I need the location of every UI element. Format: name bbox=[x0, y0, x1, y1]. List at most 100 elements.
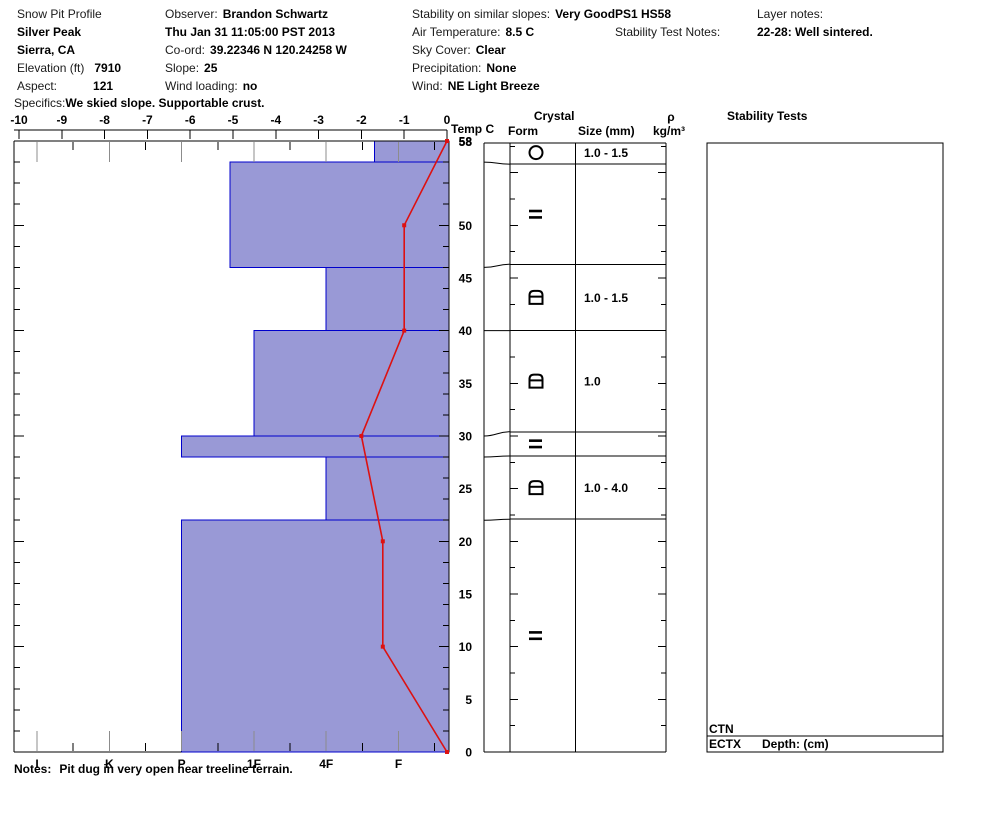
density-header: ρ bbox=[667, 110, 674, 124]
melt-freeze-crust-icon-bar bbox=[530, 485, 542, 488]
depth-axis-label: 50 bbox=[459, 219, 473, 233]
melt-freeze-crust-icon bbox=[528, 480, 544, 496]
stability-test-notes-label: Stability Test Notes: bbox=[615, 25, 721, 39]
wind-loading-row: Wind loading: no bbox=[165, 79, 258, 93]
size-header: Size (mm) bbox=[578, 124, 635, 138]
temp-axis-tick-label: -3 bbox=[313, 113, 324, 127]
temp-axis-tick-label: -2 bbox=[356, 113, 367, 127]
hardness-axis-label: I bbox=[35, 757, 38, 771]
layer-notes-value: 22-28: Well sintered. bbox=[757, 25, 873, 39]
precip-row: Precipitation: None bbox=[412, 61, 517, 75]
stability-tests-box bbox=[706, 142, 944, 753]
temperature-point-marker bbox=[359, 433, 364, 438]
density-unit-header: kg/m³ bbox=[653, 124, 685, 138]
layer-row-connector bbox=[483, 455, 511, 458]
datetime-row: Thu Jan 31 11:05:00 PST 2013 bbox=[165, 25, 336, 39]
hardness-axis-label: F bbox=[395, 757, 402, 771]
ice-lens-icon bbox=[529, 445, 542, 449]
stability-test-result: ECTX bbox=[709, 737, 741, 751]
temperature-point-marker bbox=[445, 750, 449, 754]
layer-row-connector bbox=[483, 518, 511, 521]
depth-axis-label: 40 bbox=[459, 324, 473, 338]
temperature-point-marker bbox=[402, 328, 407, 333]
stability-row: Stability on similar slopes: Very Good bbox=[412, 7, 616, 21]
grain-size-value: 1.0 bbox=[584, 375, 601, 389]
temp-axis-tick-label: -1 bbox=[399, 113, 410, 127]
temp-axis-tick-label: -4 bbox=[270, 113, 281, 127]
temp-axis-tick-label: -9 bbox=[56, 113, 67, 127]
depth-axis-label: 15 bbox=[459, 587, 473, 601]
specifics-row: Specifics:We skied slope. Supportable cr… bbox=[14, 96, 265, 110]
depth-axis-label: 45 bbox=[459, 271, 473, 285]
grain-size-value: 1.0 - 4.0 bbox=[584, 481, 628, 495]
melt-forms-icon bbox=[528, 145, 544, 161]
temp-axis-tick-label: -10 bbox=[10, 113, 28, 127]
ice-lens-icon bbox=[529, 439, 542, 442]
grain-size-value: 1.0 - 1.5 bbox=[584, 291, 628, 305]
hardness-axis-label: 4F bbox=[319, 757, 333, 771]
temperature-point-marker bbox=[380, 539, 385, 544]
pit-codes: PS1 HS58 bbox=[615, 7, 672, 21]
melt-freeze-crust-icon bbox=[528, 373, 544, 389]
temperature-point-marker bbox=[402, 223, 407, 228]
notes-label: Notes: bbox=[14, 762, 52, 776]
depth-axis-label: 35 bbox=[459, 377, 473, 391]
depth-axis-label: 20 bbox=[459, 535, 473, 549]
snow-layer-bar bbox=[181, 435, 450, 458]
melt-freeze-crust-icon-bar bbox=[530, 295, 542, 298]
observer-row: Observer: Brandon Schwartz bbox=[165, 7, 329, 21]
slope-row: Slope: 25 bbox=[165, 61, 218, 75]
air-temp-row: Air Temperature: 8.5 C bbox=[412, 25, 535, 39]
snow-layer-bar bbox=[253, 330, 450, 437]
depth-axis-label: 58 bbox=[459, 135, 473, 149]
temp-axis-tick-label: -7 bbox=[142, 113, 153, 127]
depth-axis-label: 10 bbox=[459, 640, 473, 654]
crystal-header: Crystal bbox=[534, 109, 575, 123]
temperature-point-marker bbox=[445, 139, 449, 143]
total-depth-label: 58 bbox=[459, 135, 473, 149]
aspect-row: Aspect: 121 bbox=[17, 79, 114, 93]
sky-cover-row: Sky Cover: Clear bbox=[412, 43, 506, 57]
depth-axis-label: 0 bbox=[465, 746, 472, 760]
snow-layer-bar bbox=[325, 266, 450, 332]
depth-axis-label: 25 bbox=[459, 482, 473, 496]
temp-axis-tick-label: 0 bbox=[444, 113, 451, 127]
layer-row-connector bbox=[483, 431, 511, 437]
stability-test-result: CTN bbox=[709, 722, 734, 736]
hardness-axis-label: P bbox=[178, 757, 186, 771]
melt-freeze-crust-icon-bar bbox=[530, 379, 542, 382]
temp-axis-tick-label: -6 bbox=[185, 113, 196, 127]
ice-lens-icon bbox=[529, 216, 542, 219]
notes-text: Pit dug in very open near treeline terra… bbox=[59, 762, 293, 776]
form-header: Form bbox=[508, 124, 538, 138]
wind-row: Wind: NE Light Breeze bbox=[412, 79, 540, 93]
temperature-point-marker bbox=[380, 644, 385, 649]
snow-layer-bar bbox=[181, 519, 450, 753]
snow-layer-bar bbox=[325, 456, 450, 521]
hardness-axis-label: 1F bbox=[247, 757, 261, 771]
pit-notes-row: Notes: Pit dug in very open near treeline… bbox=[14, 762, 293, 776]
elevation-row: Elevation (ft) 7910 bbox=[17, 61, 122, 75]
depth-axis-label: 30 bbox=[459, 429, 473, 443]
snow-layer-bar bbox=[229, 161, 450, 268]
layer-row-connector bbox=[483, 161, 511, 165]
hardness-axis-label: K bbox=[105, 757, 114, 771]
grain-size-value: 1.0 - 1.5 bbox=[584, 146, 628, 160]
stability-tests-header: Stability Tests bbox=[727, 109, 808, 123]
site-region: Sierra, CA bbox=[17, 43, 76, 57]
site-name: Silver Peak bbox=[17, 25, 82, 39]
stability-test-depth-label: Depth: (cm) bbox=[762, 737, 829, 751]
layer-row-connector bbox=[483, 263, 511, 268]
temp-axis-tick-label: -5 bbox=[228, 113, 239, 127]
ice-lens-icon bbox=[529, 637, 542, 641]
ice-lens-icon bbox=[529, 209, 542, 213]
ice-lens-icon bbox=[529, 631, 542, 634]
melt-freeze-crust-icon bbox=[528, 289, 544, 305]
temp-axis-title: Temp C bbox=[451, 122, 494, 136]
layer-notes-label: Layer notes: bbox=[757, 7, 824, 21]
coord-row: Co-ord: 39.22346 N 120.24258 W bbox=[165, 43, 347, 57]
temp-axis-tick-label: -8 bbox=[99, 113, 110, 127]
depth-axis-label: 5 bbox=[465, 693, 472, 707]
